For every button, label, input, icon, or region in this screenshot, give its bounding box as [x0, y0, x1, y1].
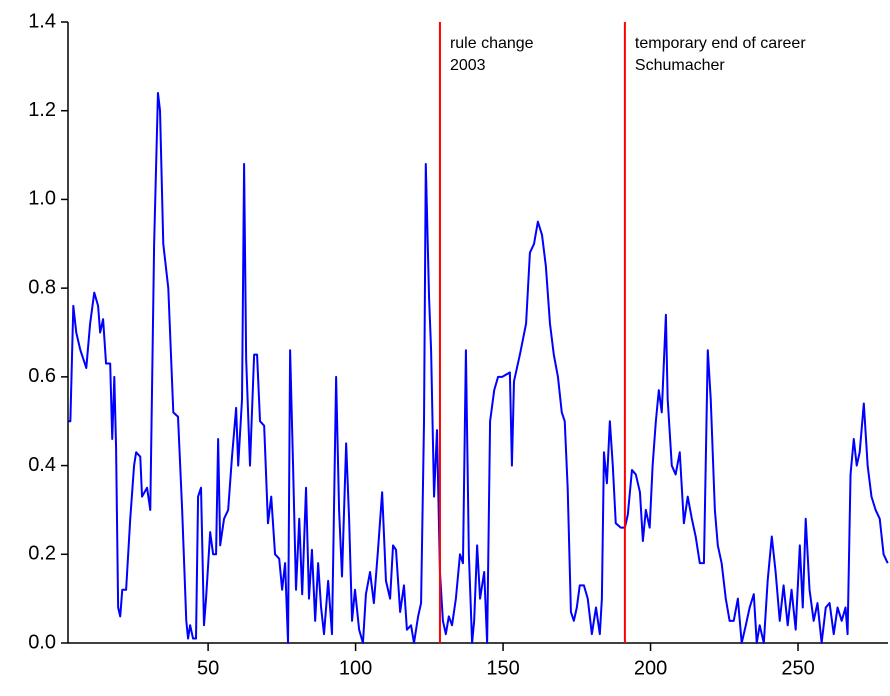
- y-tick-label: 0.0: [28, 631, 56, 653]
- y-tick-label: 0.2: [28, 543, 56, 565]
- annotation: Schumacher: [635, 57, 725, 74]
- y-tick-label: 0.4: [28, 454, 56, 476]
- annotation: 2003: [450, 57, 486, 74]
- x-tick-label: 250: [781, 657, 814, 679]
- x-tick-label: 50: [197, 657, 219, 679]
- x-tick-label: 100: [339, 657, 372, 679]
- y-tick-label: 0.6: [28, 365, 56, 387]
- y-tick-label: 1.0: [28, 188, 56, 210]
- x-tick-label: 150: [486, 657, 519, 679]
- x-tick-label: 200: [634, 657, 667, 679]
- y-tick-label: 1.2: [28, 99, 56, 121]
- annotation: rule change: [450, 35, 534, 52]
- data-line: [68, 91, 889, 644]
- y-tick-label: 0.8: [28, 276, 56, 298]
- y-tick-label: 1.4: [28, 10, 56, 32]
- annotation: temporary end of career: [635, 35, 806, 52]
